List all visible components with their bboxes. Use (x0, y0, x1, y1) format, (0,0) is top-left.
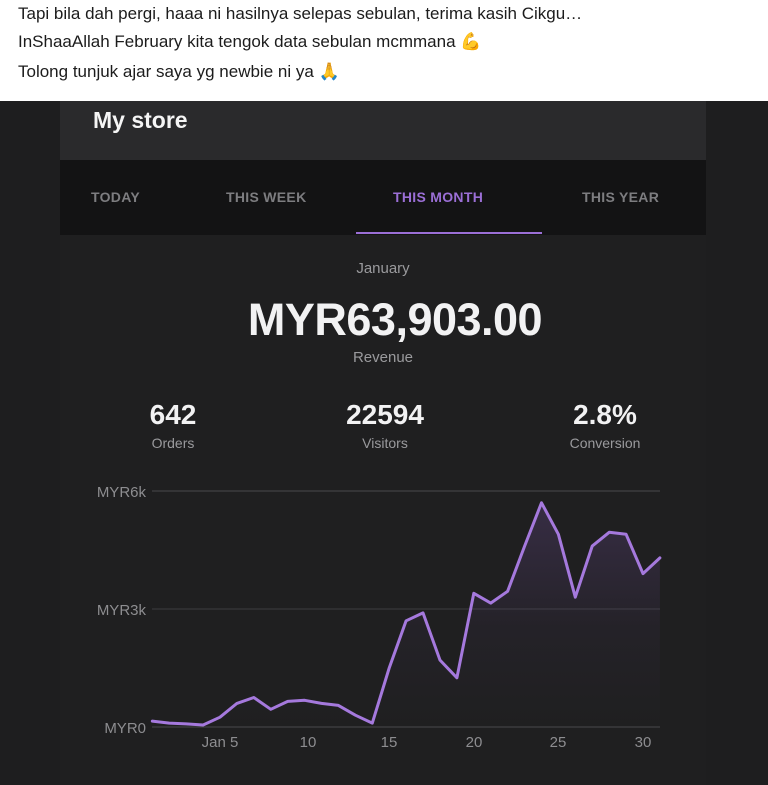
svg-text:15: 15 (381, 734, 398, 751)
svg-text:20: 20 (466, 734, 483, 751)
svg-text:30: 30 (635, 734, 652, 751)
svg-text:Jan 5: Jan 5 (202, 734, 239, 751)
svg-text:25: 25 (550, 734, 567, 751)
svg-text:10: 10 (300, 734, 317, 751)
svg-text:MYR0: MYR0 (104, 720, 146, 737)
svg-text:MYR3k: MYR3k (97, 602, 147, 619)
svg-text:MYR6k: MYR6k (97, 484, 147, 501)
